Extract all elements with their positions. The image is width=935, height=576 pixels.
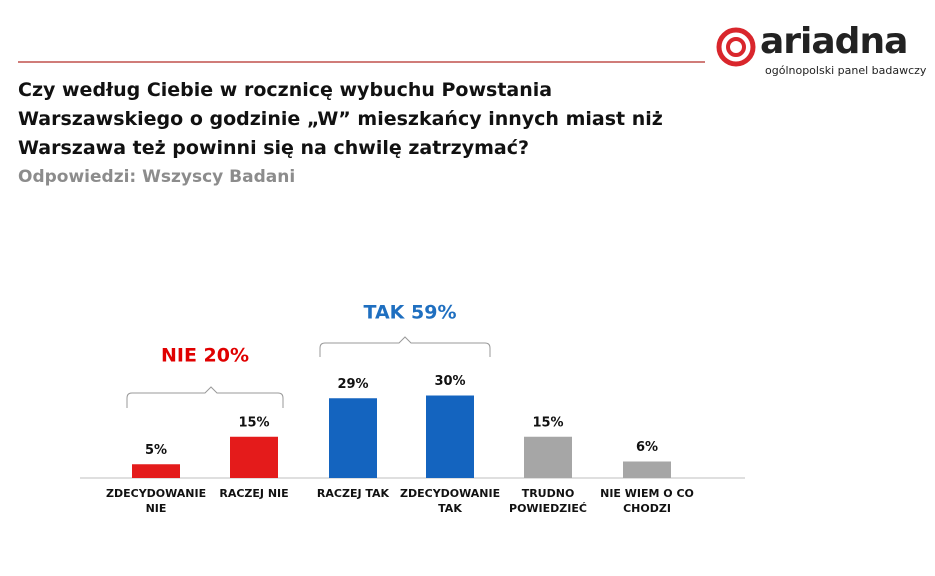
x-tick-label: ZDECYDOWANIE TAK (400, 487, 501, 515)
bar (524, 436, 572, 478)
chart-subtitle: Odpowiedzi: Wszyscy Badani (18, 167, 296, 187)
x-tick-label: RACZEJ TAK (316, 487, 390, 500)
bar (132, 464, 180, 478)
logo-icon (716, 27, 756, 67)
bar (230, 436, 278, 478)
x-tick-label: ZDECYDOWANIE NIE (106, 487, 207, 515)
chart-title: Czy według Ciebie w rocznicę wybuchu Pow… (18, 79, 663, 159)
logo-name: ariadna (760, 21, 908, 62)
tak-bracket (319, 336, 491, 357)
bar (426, 395, 474, 478)
nie-bracket (126, 386, 284, 408)
x-tick-label: TRUDNO POWIEDZIEĆ (509, 487, 587, 515)
x-tick-label: NIE WIEM O CO CHODZI (600, 487, 694, 515)
bar (329, 398, 377, 478)
logo-tagline: ogólnopolski panel badawczy (765, 64, 927, 77)
x-tick-label: RACZEJ NIE (219, 487, 289, 500)
value-label: 29% (337, 377, 368, 392)
value-label: 5% (145, 443, 167, 458)
value-label: 30% (434, 374, 465, 389)
value-label: 6% (636, 440, 658, 455)
bar (623, 461, 671, 478)
annotation: TAK 59% (363, 302, 456, 324)
annotation: NIE 20% (161, 345, 249, 367)
value-label: 15% (532, 415, 563, 430)
value-label: 15% (238, 415, 269, 430)
